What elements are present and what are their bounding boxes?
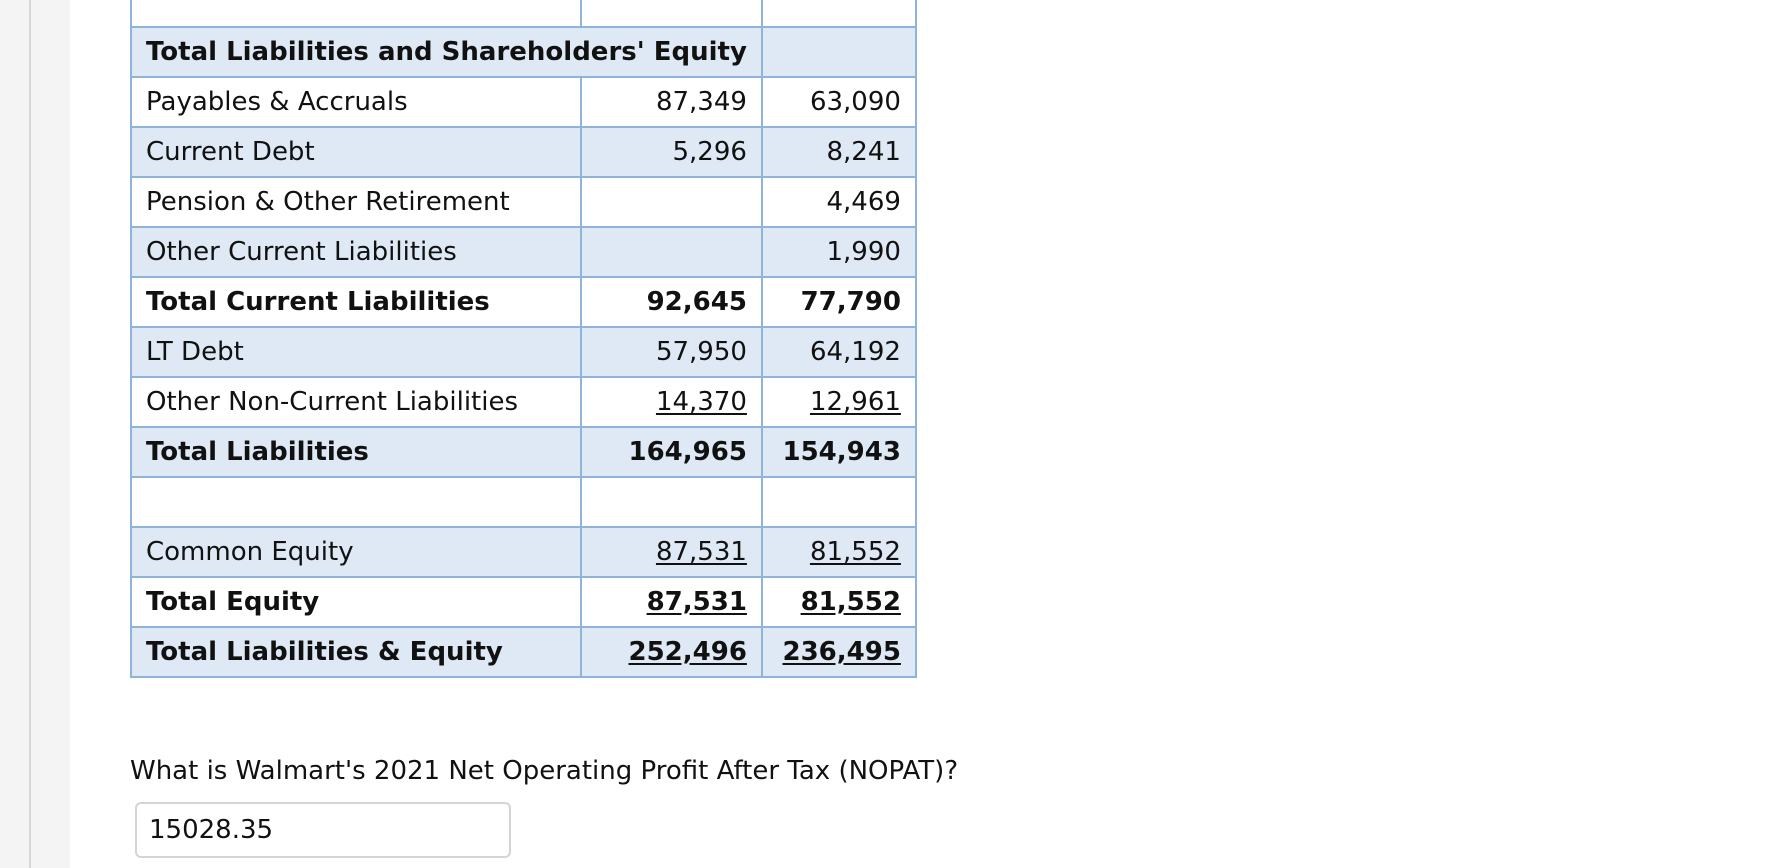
value-cell-year-1	[579, 0, 763, 28]
table-row: LT Debt 57,950 64,192	[130, 326, 917, 378]
value-cell-year-1: 87,531	[579, 576, 763, 628]
cell-value: 8,241	[826, 137, 901, 167]
cell-value: 81,552	[800, 587, 901, 617]
table-spacer-row	[130, 0, 917, 28]
value-cell-year-2: 12,961	[760, 376, 917, 428]
table-row: Other Current Liabilities 1,990	[130, 226, 917, 278]
table-row: Total Equity 87,531 81,552	[130, 576, 917, 628]
value-cell-year-2: 64,192	[760, 326, 917, 378]
value-cell-year-2	[760, 476, 917, 528]
cell-value: 164,965	[628, 437, 747, 467]
value-cell-year-2: 8,241	[760, 126, 917, 178]
value-cell-year-1: 57,950	[579, 326, 763, 378]
cell-value: 154,943	[782, 437, 901, 467]
value-cell-year-2: 154,943	[760, 426, 917, 478]
row-label: Current Debt	[130, 126, 582, 178]
value-cell-year-2: 236,495	[760, 626, 917, 678]
row-label	[130, 476, 582, 528]
header-empty-cell	[760, 26, 917, 78]
row-label: Common Equity	[130, 526, 582, 578]
cell-value: 64,192	[809, 337, 901, 367]
value-cell-year-2: 81,552	[760, 526, 917, 578]
value-cell-year-2: 81,552	[760, 576, 917, 628]
table-row: Other Non-Current Liabilities 14,370 12,96…	[130, 376, 917, 428]
value-cell-year-1	[579, 476, 763, 528]
row-label: Total Liabilities	[130, 426, 582, 478]
value-cell-year-1: 5,296	[579, 126, 763, 178]
row-label: Other Non-Current Liabilities	[130, 376, 582, 428]
cell-value: 5,296	[672, 137, 747, 167]
value-cell-year-1: 164,965	[579, 426, 763, 478]
value-cell-year-2: 4,469	[760, 176, 917, 228]
left-rail	[0, 0, 70, 868]
nopat-answer-input[interactable]	[135, 802, 511, 858]
left-rail-divider	[29, 0, 31, 868]
table-row: Pension & Other Retirement 4,469	[130, 176, 917, 228]
question-text: What is Walmart's 2021 Net Operating Pro…	[130, 756, 959, 786]
row-label: LT Debt	[130, 326, 582, 378]
cell-value: 63,090	[809, 87, 901, 117]
value-cell-year-1: 14,370	[579, 376, 763, 428]
table-row: Total Liabilities 164,965 154,943	[130, 426, 917, 478]
value-cell-year-1	[579, 176, 763, 228]
value-cell-year-2: 63,090	[760, 76, 917, 128]
value-cell-year-1: 87,349	[579, 76, 763, 128]
cell-value: 252,496	[628, 637, 747, 667]
cell-value: 87,349	[655, 87, 747, 117]
cell-value: 14,370	[655, 387, 747, 417]
table-row: Total Liabilities & Equity 252,496 236,495	[130, 626, 917, 678]
row-label: Total Liabilities and Shareholders' Equi…	[130, 26, 763, 78]
value-cell-year-2	[760, 0, 917, 28]
value-cell-year-2: 1,990	[760, 226, 917, 278]
row-label: Pension & Other Retirement	[130, 176, 582, 228]
row-label: Other Current Liabilities	[130, 226, 582, 278]
row-label	[130, 0, 582, 28]
table-spacer-row	[130, 476, 917, 528]
value-cell-year-1	[579, 226, 763, 278]
cell-value: 92,645	[646, 287, 747, 317]
table-row: Current Debt 5,296 8,241	[130, 126, 917, 178]
row-label: Total Equity	[130, 576, 582, 628]
cell-value: 77,790	[800, 287, 901, 317]
cell-value: 4,469	[826, 187, 901, 217]
row-label: Total Current Liabilities	[130, 276, 582, 328]
cell-value: 236,495	[782, 637, 901, 667]
cell-value: 81,552	[809, 537, 901, 567]
row-label: Payables & Accruals	[130, 76, 582, 128]
cell-value: 1,990	[826, 237, 901, 267]
table-row: Payables & Accruals 87,349 63,090	[130, 76, 917, 128]
value-cell-year-2: 77,790	[760, 276, 917, 328]
value-cell-year-1: 92,645	[579, 276, 763, 328]
cell-value: 57,950	[655, 337, 747, 367]
question-content: Total Liabilities and Shareholders' Equi…	[70, 0, 1768, 868]
cell-value: 87,531	[646, 587, 747, 617]
table-row: Common Equity 87,531 81,552	[130, 526, 917, 578]
value-cell-year-1: 87,531	[579, 526, 763, 578]
balance-sheet-table: Total Liabilities and Shareholders' Equi…	[130, 0, 917, 678]
cell-value: 87,531	[655, 537, 747, 567]
table-section-header-row: Total Liabilities and Shareholders' Equi…	[130, 26, 917, 78]
row-label: Total Liabilities & Equity	[130, 626, 582, 678]
table-row: Total Current Liabilities 92,645 77,790	[130, 276, 917, 328]
cell-value: 12,961	[809, 387, 901, 417]
value-cell-year-1: 252,496	[579, 626, 763, 678]
